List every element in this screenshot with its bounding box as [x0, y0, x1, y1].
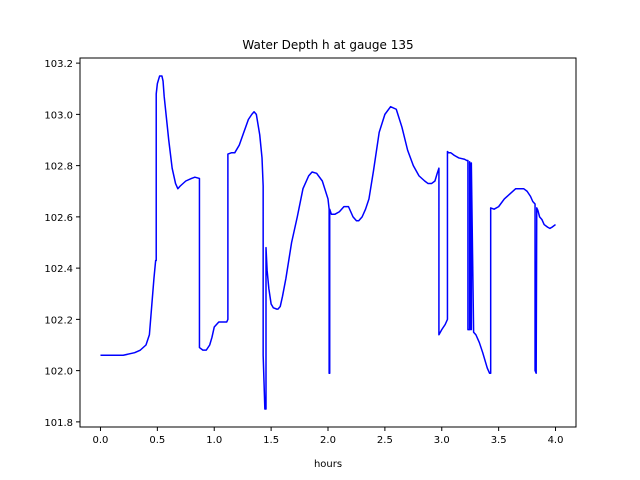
y-tick-label: 102.2: [44, 315, 73, 326]
x-tick-label: 0.0: [93, 435, 109, 446]
x-tick-label: 1.0: [206, 435, 222, 446]
y-tick-label: 101.8: [44, 418, 73, 429]
y-tick-label: 102.4: [44, 264, 73, 275]
x-axis: 0.0 0.5 1.0 1.5 2.0 2.5 3.0 3.5 4.0: [93, 427, 564, 446]
x-axis-label: hours: [314, 459, 342, 470]
chart-title: Water Depth h at gauge 135: [242, 38, 413, 52]
y-tick-label: 102.8: [44, 162, 73, 173]
series-layer: [100, 75, 556, 410]
x-tick-label: 4.0: [548, 435, 564, 446]
x-tick-label: 2.0: [320, 435, 336, 446]
y-axis: 101.8 102.0 102.2 102.4 102.6 102.8 103.0 103.2: [44, 59, 80, 429]
x-tick-label: 3.5: [491, 435, 507, 446]
y-tick-label: 102.0: [44, 367, 73, 378]
x-tick-label: 3.0: [434, 435, 450, 446]
x-tick-label: 1.5: [263, 435, 279, 446]
y-tick-label: 103.2: [44, 59, 73, 70]
x-tick-label: 2.5: [377, 435, 393, 446]
plot-area: [80, 58, 576, 427]
x-tick-label: 0.5: [149, 435, 165, 446]
series-line-0: [100, 75, 556, 410]
plot-background: [80, 58, 576, 427]
y-tick-label: 102.6: [44, 213, 73, 224]
y-tick-label: 103.0: [44, 110, 73, 121]
